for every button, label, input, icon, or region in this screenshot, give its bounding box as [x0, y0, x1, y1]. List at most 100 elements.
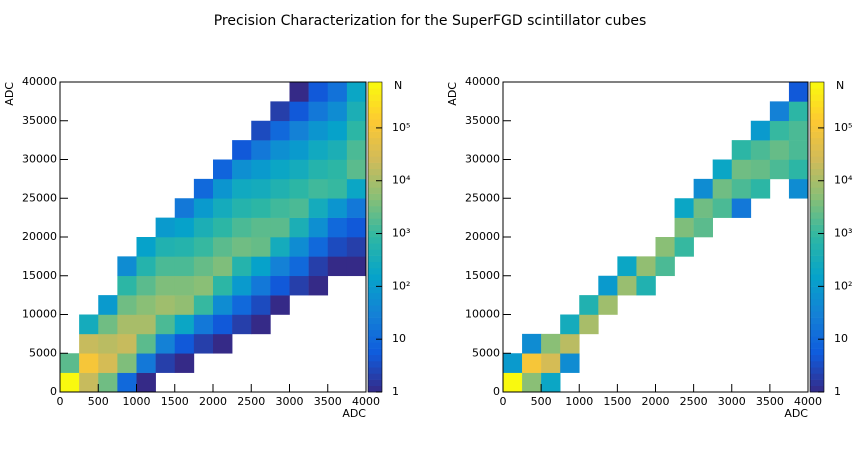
cell [174, 256, 195, 277]
z-tick-label: 10⁴ [392, 174, 411, 187]
cell [251, 237, 271, 257]
cell [213, 217, 233, 238]
x-tick-label: 3500 [756, 395, 784, 408]
cell [327, 120, 348, 141]
x-tick-label: 1000 [123, 395, 151, 408]
colorbar-step [810, 292, 824, 300]
cell [327, 237, 348, 257]
colorbar-step [810, 317, 824, 325]
cell [769, 140, 790, 160]
colorbar-step [810, 230, 824, 238]
colorbar-step [368, 156, 382, 163]
cell [541, 372, 561, 393]
z-tick-label: 1 [392, 385, 399, 398]
colorbar-step [368, 125, 382, 132]
colorbar-step [368, 82, 382, 89]
cell [541, 353, 561, 373]
cell [270, 178, 290, 199]
cell [136, 295, 156, 315]
cell [98, 372, 118, 393]
cell [346, 217, 367, 238]
cell [117, 314, 137, 335]
colorbar-step [810, 175, 824, 182]
cell [251, 275, 271, 296]
cell [731, 159, 752, 180]
colorbar-step [810, 218, 824, 225]
colorbar-step [368, 224, 382, 232]
cell [655, 237, 675, 257]
cell [213, 256, 233, 277]
colorbar-step [810, 323, 824, 331]
colorbar-step [810, 224, 824, 232]
cell [174, 217, 195, 238]
y-tick-label: 0 [50, 385, 57, 398]
cell [155, 353, 176, 373]
z-tick-label: 10 [392, 332, 406, 345]
cell [346, 101, 367, 122]
colorbar-step [810, 100, 824, 108]
x-tick-label: 500 [88, 395, 109, 408]
x-tick-label: 1500 [603, 395, 631, 408]
x-tick-label: 2500 [680, 395, 708, 408]
colorbar-step [810, 373, 824, 380]
y-axis-label: ADC [3, 82, 16, 106]
x-tick-label: 3000 [718, 395, 746, 408]
colorbar-step [810, 106, 824, 114]
colorbar-step [368, 237, 382, 244]
x-tick-label: 0 [57, 395, 64, 408]
cell [270, 295, 290, 315]
colorbar-step [368, 168, 382, 176]
cell [769, 159, 790, 180]
cell [674, 217, 694, 238]
cell [346, 82, 367, 102]
cell [289, 178, 309, 199]
colorbar-step [810, 385, 824, 393]
colorbar-step [368, 249, 382, 256]
cell [788, 82, 809, 102]
cell [193, 295, 214, 315]
colorbar-step [368, 261, 382, 269]
colorbar-step [368, 131, 382, 139]
colorbar-step [368, 144, 382, 151]
colorbar-step [368, 286, 382, 294]
colorbar-step [810, 305, 824, 312]
cell [560, 353, 580, 373]
z-tick-label: 10² [834, 279, 852, 292]
cell [98, 314, 118, 335]
cell [308, 275, 329, 296]
colorbar-step [368, 323, 382, 331]
cell [117, 353, 137, 373]
cell [232, 314, 252, 335]
cell [232, 198, 252, 218]
z-tick-label: 10³ [392, 227, 410, 240]
cell [579, 295, 599, 315]
cell [155, 275, 176, 296]
colorbar-step [368, 385, 382, 393]
colorbar-step [368, 280, 382, 287]
colorbar-step [368, 274, 382, 281]
cell [155, 256, 176, 277]
cell [788, 120, 809, 141]
cell [60, 353, 80, 373]
cell [308, 178, 329, 199]
cell [346, 159, 367, 180]
cell [213, 237, 233, 257]
colorbar-step [368, 113, 382, 120]
colorbar-step [810, 187, 824, 194]
cell [731, 178, 752, 199]
colorbar-step [810, 280, 824, 287]
cell [788, 178, 809, 199]
cell [270, 140, 290, 160]
colorbar-frame [809, 81, 825, 393]
cell [655, 256, 675, 277]
cell [289, 237, 309, 257]
z-tick-label: 10 [834, 332, 848, 345]
z-axis-label: N [394, 79, 402, 92]
cell [232, 140, 252, 160]
colorbar-step [368, 367, 382, 374]
y-tick-label: 5000 [29, 346, 57, 359]
cell [136, 256, 156, 277]
cell [174, 353, 195, 373]
cell [232, 256, 252, 277]
colorbar-step [368, 373, 382, 380]
